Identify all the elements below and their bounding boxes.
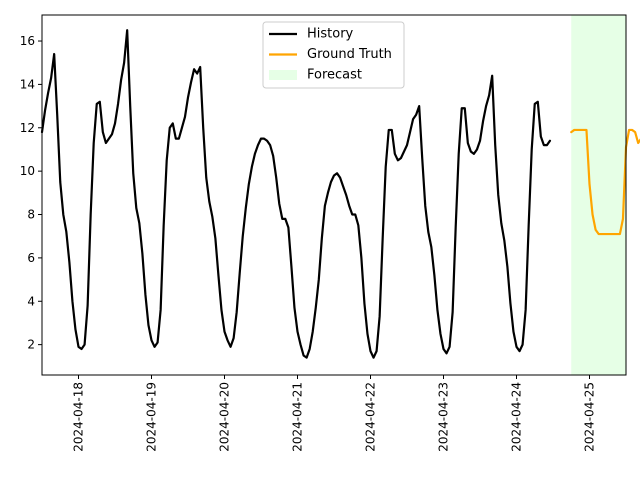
y-tick-label: 12 xyxy=(20,121,35,135)
y-tick-label: 4 xyxy=(27,294,35,308)
legend-label-history: History xyxy=(307,27,354,42)
series-line-ground-truth xyxy=(570,128,640,236)
y-axis: 2 4 6 8 10 12 14 16 xyxy=(20,34,42,352)
x-tick-label: 2024-04-19 xyxy=(145,382,159,452)
series-line-history xyxy=(40,29,552,359)
y-tick-label: 2 xyxy=(27,338,35,352)
plot-frame xyxy=(41,14,627,376)
x-tick-label: 2024-04-23 xyxy=(437,382,451,452)
x-tick-label: 2024-04-21 xyxy=(291,382,305,452)
legend-label-ground-truth: Ground Truth xyxy=(307,47,392,62)
y-tick-label: 6 xyxy=(27,251,35,265)
series-layer xyxy=(40,29,640,359)
y-tick-label: 14 xyxy=(20,77,35,91)
legend-box xyxy=(262,21,405,89)
y-tick-label: 16 xyxy=(20,34,35,48)
x-tick-label: 2024-04-18 xyxy=(72,382,86,452)
y-tick-label: 8 xyxy=(27,208,35,222)
x-tick-label: 2024-04-25 xyxy=(583,382,597,452)
legend-label-forecast: Forecast xyxy=(307,68,362,83)
legend-swatch-forecast xyxy=(269,70,297,80)
y-tick-label: 10 xyxy=(20,164,35,178)
forecast-region xyxy=(571,15,626,375)
x-tick-label: 2024-04-22 xyxy=(364,382,378,452)
legend: History Ground Truth Forecast xyxy=(262,21,405,89)
x-axis: 2024-04-18 2024-04-19 2024-04-20 2024-04-21… xyxy=(72,375,597,452)
forecast-region-layer xyxy=(571,15,626,375)
x-tick-label: 2024-04-24 xyxy=(510,382,524,452)
x-tick-label: 2024-04-20 xyxy=(218,382,232,452)
